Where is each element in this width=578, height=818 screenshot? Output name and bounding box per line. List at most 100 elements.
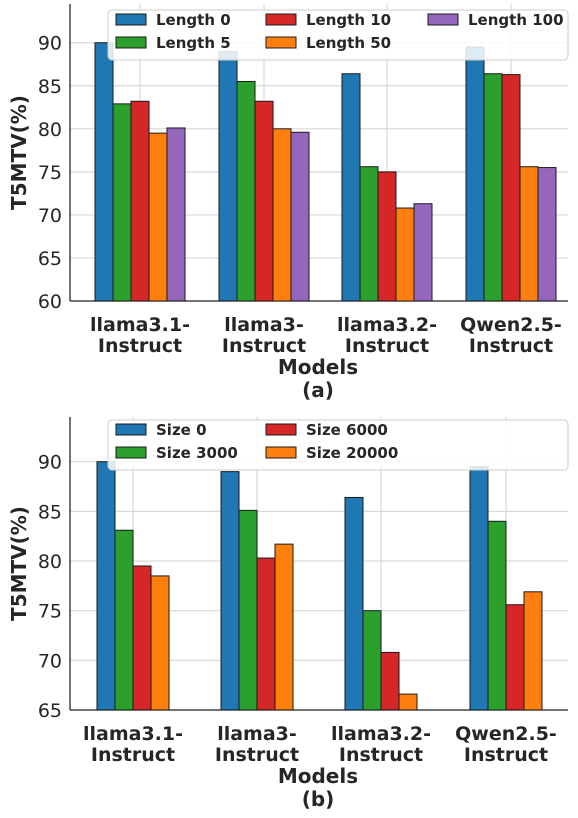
legend-item: Length 0	[115, 11, 231, 29]
y-tick-label: 80	[38, 119, 62, 141]
x-tick-label: Instruct	[98, 335, 182, 357]
x-tick-label: llama3.1-	[90, 314, 190, 336]
legend-label: Size 20000	[306, 444, 398, 462]
legend-swatch	[265, 446, 297, 459]
y-axis-label: T5MTV(%)	[7, 95, 31, 210]
legend-box	[107, 419, 569, 471]
bar-length-10	[130, 100, 150, 302]
legend-label: Length 0	[156, 11, 231, 29]
x-tick-label: llama3.2-	[331, 723, 431, 745]
y-tick-label: 75	[38, 601, 62, 623]
bar-size-6000	[380, 651, 400, 711]
bar-length-10	[254, 100, 274, 302]
bar-length-5	[483, 73, 503, 302]
legend-swatch	[115, 13, 147, 26]
legend-item: Size 0	[115, 421, 207, 439]
legend-swatch	[265, 13, 297, 26]
bar-size-6000	[132, 565, 152, 711]
bar-length-0	[218, 50, 238, 302]
x-tick-label: Instruct	[345, 335, 429, 357]
x-tick-label: llama3.1-	[83, 723, 183, 745]
legend-label: Length 10	[306, 11, 391, 29]
y-tick-label: 60	[38, 291, 62, 313]
bar-length-0	[94, 42, 114, 302]
bar-size-6000	[505, 604, 525, 711]
bar-size-20000	[398, 693, 418, 711]
legend-item: Length 50	[265, 34, 391, 52]
legend-item: Length 5	[115, 34, 231, 52]
bar-size-20000	[523, 591, 543, 711]
legend-item: Length 100	[427, 11, 564, 29]
legend-b: Size 0 Size 3000 Size 6000 Size 20000	[107, 419, 569, 471]
legend-label: Length 50	[306, 34, 391, 52]
bar-size-0	[96, 461, 116, 711]
bar-size-20000	[274, 543, 294, 711]
y-tick-label: 65	[38, 700, 62, 722]
bars-b	[96, 461, 543, 711]
bar-size-0	[469, 466, 489, 711]
bar-length-5	[236, 80, 256, 302]
legend-label: Length 5	[156, 34, 231, 52]
legend-swatch	[265, 423, 297, 436]
y-tick-label: 70	[38, 205, 62, 227]
bar-size-6000	[256, 557, 276, 711]
panel-label: (a)	[302, 378, 334, 402]
bar-length-50	[519, 166, 539, 302]
bar-size-3000	[238, 509, 258, 711]
bar-length-0	[341, 73, 361, 302]
bar-size-0	[344, 496, 364, 711]
bar-length-100	[413, 203, 433, 302]
bar-length-0	[465, 46, 485, 302]
y-axis-label: T5MTV(%)	[7, 506, 31, 621]
x-tick-label: Instruct	[469, 335, 553, 357]
bar-size-20000	[150, 575, 170, 711]
x-tick-label: Instruct	[215, 744, 299, 766]
bar-length-5	[359, 166, 379, 302]
y-tick-label: 90	[38, 33, 62, 55]
y-tick-label: 85	[38, 501, 62, 523]
y-tick-label: 80	[38, 551, 62, 573]
bar-size-3000	[487, 520, 507, 711]
bars-a	[94, 42, 557, 302]
legend-item: Length 10	[265, 11, 391, 29]
legend-swatch	[115, 423, 147, 436]
legend-item: Size 6000	[265, 421, 388, 439]
legend-a: Length 0 Length 5 Length 10 Length 50 Length…	[107, 9, 569, 61]
legend-swatch	[115, 446, 147, 459]
y-tick-label: 75	[38, 162, 62, 184]
x-tick-label: Qwen2.5-	[455, 723, 557, 745]
legend-swatch	[427, 13, 459, 26]
y-tick-label: 65	[38, 248, 62, 270]
bar-length-10	[377, 171, 397, 302]
bar-length-100	[166, 127, 186, 302]
x-tick-label: Instruct	[222, 335, 306, 357]
bar-length-100	[290, 131, 310, 302]
x-axis-label: Models	[278, 764, 358, 788]
bar-size-3000	[114, 529, 134, 711]
y-tick-label: 85	[38, 76, 62, 98]
x-axis-label: Models	[278, 355, 358, 379]
chart-panel-a: 60657075808590llama3.1-Instructllama3-In…	[7, 4, 569, 402]
x-tick-label: Instruct	[339, 744, 423, 766]
bar-size-0	[220, 471, 240, 711]
panel-label: (b)	[302, 787, 335, 811]
bar-length-50	[148, 132, 168, 302]
y-tick-label: 90	[38, 452, 62, 474]
bar-length-5	[112, 103, 132, 302]
legend-label: Size 3000	[156, 444, 238, 462]
bar-size-3000	[362, 610, 382, 711]
bar-length-10	[501, 74, 521, 302]
legend-swatch	[115, 36, 147, 49]
x-tick-label: Instruct	[91, 744, 175, 766]
bar-length-100	[537, 167, 557, 302]
bar-length-50	[272, 128, 292, 302]
x-tick-label: Qwen2.5-	[460, 314, 562, 336]
legend-item: Size 3000	[115, 444, 238, 462]
legend-label: Size 6000	[306, 421, 388, 439]
chart-panel-b: 657075808590llama3.1-Instructllama3-Inst…	[7, 417, 569, 811]
legend-swatch	[265, 36, 297, 49]
x-tick-label: llama3.2-	[337, 314, 437, 336]
x-tick-label: Instruct	[464, 744, 548, 766]
bar-length-50	[395, 207, 415, 302]
